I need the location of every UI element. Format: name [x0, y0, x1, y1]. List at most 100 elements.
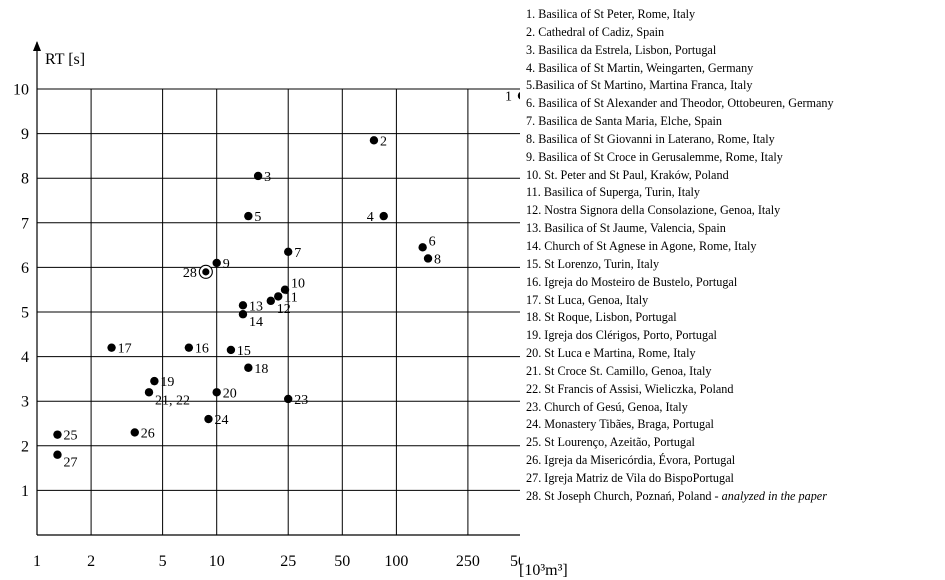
- legend-item-text: 2. Cathedral of Cadiz, Spain: [526, 24, 665, 39]
- data-point: [130, 428, 139, 437]
- legend-item-text: 7. Basilica de Santa Maria, Elche, Spain: [526, 114, 722, 129]
- legend-item-text: 28. St Joseph Church, Poznań, Poland -: [526, 488, 722, 503]
- data-point-label: 6: [429, 234, 436, 249]
- data-point-label: 27: [63, 456, 77, 471]
- data-point-label: 10: [291, 277, 305, 292]
- data-point: [280, 285, 290, 294]
- data-point: [379, 211, 388, 221]
- legend-item-text: 24. Monastery Tibães, Braga, Portugal: [526, 417, 714, 432]
- legend-item: 1. Basilica of St Peter, Rome, Italy: [526, 6, 942, 24]
- legend-item-text: 16. Igreja do Mosteiro de Bustelo, Portu…: [526, 274, 738, 289]
- legend-item: 14. Church of St Agnese in Agone, Rome, …: [526, 238, 942, 256]
- data-point: [150, 376, 159, 386]
- legend-item-text: 21. St Croce St. Camillo, Genoa, Italy: [526, 363, 712, 378]
- y-tick-label: 9: [21, 126, 29, 143]
- legend-item-text: 15. St Lorenzo, Turin, Italy: [526, 256, 660, 271]
- x-tick-label: 10: [209, 553, 225, 570]
- legend-item-text: 10. St. Peter and St Paul, Kraków, Polan…: [526, 167, 729, 182]
- legend-item: 26. Igreja da Misericórdia, Évora, Portu…: [526, 452, 942, 470]
- legend-item: 24. Monastery Tibães, Braga, Portugal: [526, 416, 942, 434]
- legend-item: 5.Basilica of St Martino, Martina Franca…: [526, 77, 942, 95]
- data-point-label: 7: [294, 246, 301, 261]
- data-point: [238, 301, 248, 310]
- data-point-label: 20: [223, 386, 237, 401]
- legend-item-text: 22. St Francis of Assisi, Wieliczka, Pol…: [526, 381, 734, 396]
- data-point: [212, 388, 221, 397]
- legend-item: 22. St Francis of Assisi, Wieliczka, Pol…: [526, 381, 942, 399]
- data-point: [284, 394, 293, 404]
- data-point: [244, 211, 253, 221]
- legend-item: 2. Cathedral of Cadiz, Spain: [526, 24, 942, 42]
- data-point: [517, 91, 520, 100]
- legend-item: 18. St Roque, Lisbon, Portugal: [526, 309, 942, 327]
- data-point: [253, 171, 263, 181]
- data-point: [212, 258, 221, 268]
- legend-item: 3. Basilica da Estrela, Lisbon, Portugal: [526, 42, 942, 60]
- legend-item-text: 5.Basilica of St Martino, Martina Franca…: [526, 78, 753, 93]
- legend-item-text: 27. Igreja Matriz de Vila do BispoPortug…: [526, 470, 734, 485]
- data-point: [266, 296, 275, 306]
- x-tick-label: 100: [384, 553, 408, 570]
- data-point-label: 14: [249, 315, 263, 330]
- legend-item: 10. St. Peter and St Paul, Kraków, Polan…: [526, 167, 942, 185]
- legend-item: 23. Church of Gesú, Genoa, Italy: [526, 399, 942, 417]
- data-point-label: 19: [160, 375, 174, 390]
- data-point: [53, 430, 62, 439]
- data-point: [418, 243, 427, 252]
- legend-item-text: 6. Basilica of St Alexander and Theodor,…: [526, 96, 834, 111]
- data-point: [284, 247, 293, 256]
- data-point-label: 5: [254, 210, 261, 225]
- data-point-label: 12: [277, 302, 291, 317]
- data-point-label: 9: [223, 257, 230, 272]
- data-point-label: 26: [141, 426, 155, 441]
- data-point-label: 25: [63, 429, 77, 444]
- legend-item: 21. St Croce St. Camillo, Genoa, Italy: [526, 363, 942, 381]
- legend-item: 11. Basilica of Superga, Turin, Italy: [526, 184, 942, 202]
- data-point: [238, 310, 248, 319]
- legend-item: 27. Igreja Matriz de Vila do BispoPortug…: [526, 470, 942, 488]
- grid: [37, 88, 520, 535]
- y-tick-label: 2: [21, 438, 29, 455]
- y-tick-label: 3: [21, 394, 29, 411]
- data-point-label: 4: [367, 210, 374, 225]
- data-point: [144, 388, 154, 397]
- data-point: [107, 343, 116, 352]
- data-point: [369, 136, 379, 145]
- legend-item-text: 18. St Roque, Lisbon, Portugal: [526, 310, 677, 325]
- legend-item: 25. St Lourenço, Azeitão, Portugal: [526, 434, 942, 452]
- legend: 1. Basilica of St Peter, Rome, Italy 2. C…: [526, 6, 942, 506]
- data-point-label: 8: [434, 252, 441, 267]
- legend-item: 6. Basilica of St Alexander and Theodor,…: [526, 95, 942, 113]
- legend-item: 16. Igreja do Mosteiro de Bustelo, Portu…: [526, 274, 942, 292]
- legend-item: 20. St Luca e Martina, Rome, Italy: [526, 345, 942, 363]
- legend-item-text: 3. Basilica da Estrela, Lisbon, Portugal: [526, 42, 717, 57]
- y-tick-label: 7: [21, 215, 29, 232]
- tick-labels: 12510255010025050012345678910: [13, 82, 520, 571]
- data-point: [226, 345, 236, 355]
- legend-item-text: 14. Church of St Agnese in Agone, Rome, …: [526, 238, 757, 253]
- data-point-label: 18: [254, 362, 268, 377]
- legend-item: 15. St Lorenzo, Turin, Italy: [526, 256, 942, 274]
- y-tick-label: 6: [21, 260, 29, 277]
- scatter-chart: 12510255010025050012345678910 1234567891…: [13, 41, 520, 571]
- legend-item: 28. St Joseph Church, Poznań, Poland - a…: [526, 488, 942, 506]
- legend-item-text: 9. Basilica of St Croce in Gerusalemme, …: [526, 149, 783, 164]
- data-point: [274, 292, 283, 301]
- x-tick-label: 2: [87, 553, 95, 570]
- legend-item-text: 19. Igreja dos Clérigos, Porto, Portugal: [526, 328, 717, 343]
- data-point: [204, 414, 213, 424]
- x-tick-label: 50: [334, 553, 350, 570]
- data-point: [53, 450, 62, 459]
- data-point-label: 24: [214, 413, 228, 428]
- x-tick-label: 500: [510, 553, 520, 570]
- y-tick-label: 4: [21, 349, 29, 366]
- data-point-label: 16: [195, 342, 209, 357]
- x-tick-label: 5: [159, 553, 167, 570]
- x-axis-unit: [10³m³]: [519, 562, 568, 579]
- legend-item: 13. Basilica of St Jaume, Valencia, Spai…: [526, 220, 942, 238]
- y-tick-label: 8: [21, 171, 29, 188]
- data-point-label: 13: [249, 299, 263, 314]
- legend-item: 4. Basilica of St Martin, Weingarten, Ge…: [526, 60, 942, 78]
- legend-item-text: 4. Basilica of St Martin, Weingarten, Ge…: [526, 60, 754, 75]
- legend-item-note: analyzed in the paper: [721, 488, 827, 503]
